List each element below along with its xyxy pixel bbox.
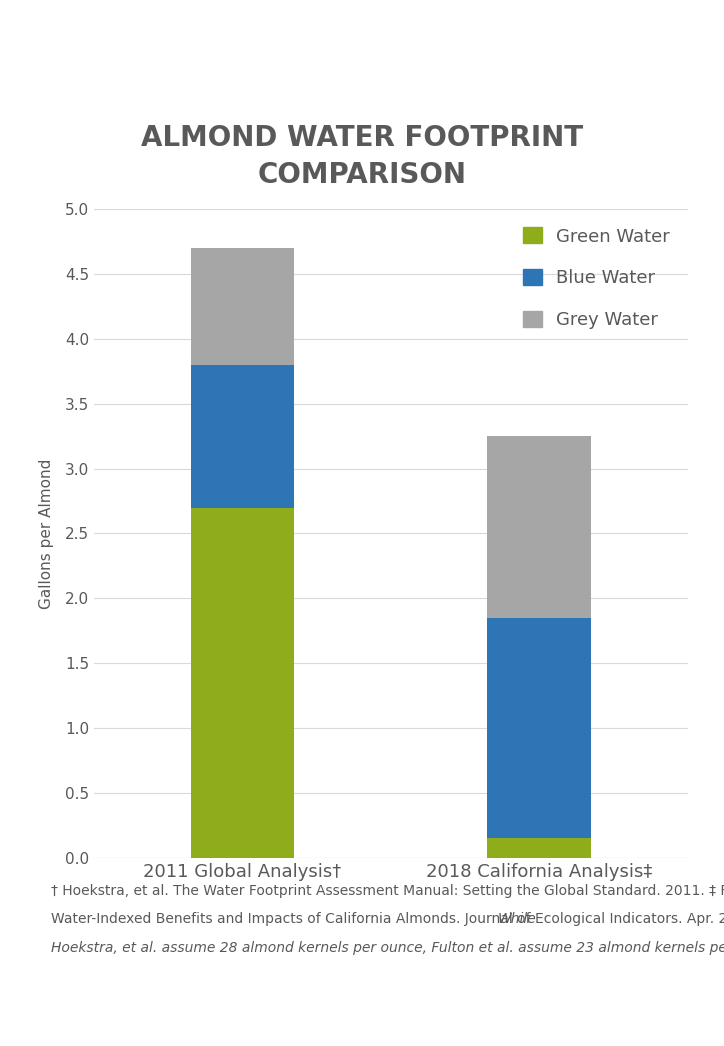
Text: While: While [498,912,537,926]
Text: ALMOND WATER FOOTPRINT
COMPARISON: ALMOND WATER FOOTPRINT COMPARISON [141,124,583,189]
Legend: Green Water, Blue Water, Grey Water: Green Water, Blue Water, Grey Water [515,219,679,338]
Bar [190,507,295,858]
Bar [487,838,592,858]
Bar [190,248,295,365]
Text: † Hoekstra, et al. The Water Footprint Assessment Manual: Setting the Global Sta: † Hoekstra, et al. The Water Footprint A… [51,884,724,897]
Bar [487,436,592,618]
Y-axis label: Gallons per Almond: Gallons per Almond [39,458,54,609]
Bar [487,618,592,838]
Text: Water-Indexed Benefits and Impacts of California Almonds. Journal of Ecological : Water-Indexed Benefits and Impacts of Ca… [51,912,724,926]
Bar [190,365,295,507]
Text: Hoekstra, et al. assume 28 almond kernels per ounce, Fulton et al. assume 23 alm: Hoekstra, et al. assume 28 almond kernel… [51,941,724,955]
